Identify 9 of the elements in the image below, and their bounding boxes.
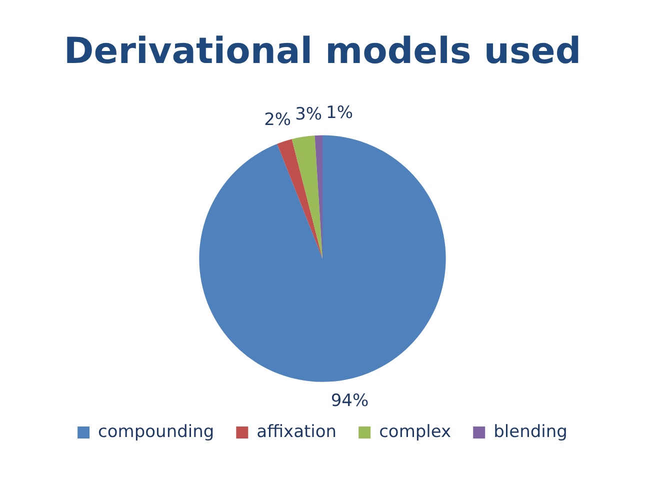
legend-label: blending: [494, 422, 568, 442]
chart-title: Derivational models used: [64, 30, 582, 72]
legend-label: compounding: [98, 422, 214, 442]
data-label: 1%: [326, 102, 354, 123]
legend-label: affixation: [256, 422, 337, 442]
legend-label: complex: [379, 422, 452, 442]
data-label: 2%: [264, 110, 292, 130]
data-label: 3%: [295, 104, 322, 124]
data-label: 94%: [330, 390, 369, 411]
